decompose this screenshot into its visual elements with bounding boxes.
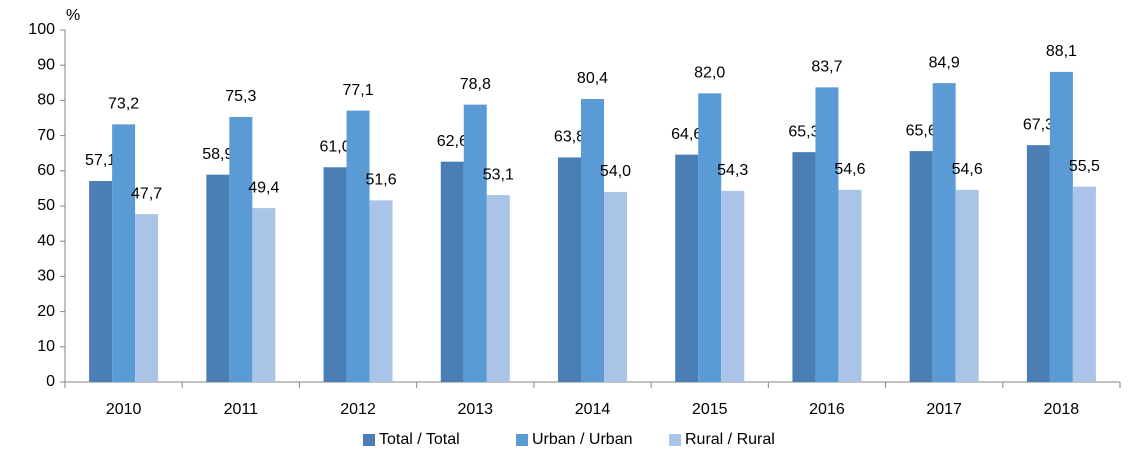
value-label: 49,4 bbox=[248, 179, 279, 196]
value-label: 53,1 bbox=[483, 166, 514, 183]
y-tick-label: 20 bbox=[37, 303, 55, 320]
value-label: 78,8 bbox=[460, 76, 491, 93]
y-axis-unit: % bbox=[66, 7, 80, 24]
value-label: 64,6 bbox=[671, 126, 702, 143]
bar bbox=[206, 174, 230, 382]
legend-swatch bbox=[363, 434, 375, 446]
y-tick-label: 0 bbox=[46, 373, 55, 390]
x-tick-label: 2015 bbox=[692, 401, 728, 418]
value-label: 77,1 bbox=[342, 82, 373, 99]
value-label: 57,1 bbox=[85, 152, 116, 169]
y-tick-label: 10 bbox=[37, 338, 55, 355]
x-tick-label: 2012 bbox=[340, 401, 376, 418]
bar bbox=[463, 104, 487, 383]
value-label: 73,2 bbox=[108, 96, 139, 113]
bar bbox=[1072, 186, 1096, 382]
y-tick-label: 40 bbox=[37, 232, 55, 249]
y-tick-label: 90 bbox=[37, 56, 55, 73]
value-label: 54,0 bbox=[600, 163, 631, 180]
y-tick-label: 100 bbox=[28, 21, 55, 38]
bar bbox=[486, 195, 510, 382]
bar bbox=[675, 154, 699, 382]
bar bbox=[1049, 71, 1073, 382]
bar bbox=[604, 191, 627, 382]
bar bbox=[229, 116, 253, 382]
value-label: 51,6 bbox=[365, 172, 396, 189]
value-label: 88,1 bbox=[1046, 43, 1077, 60]
bar bbox=[792, 152, 816, 382]
bar bbox=[932, 83, 956, 382]
bar bbox=[815, 87, 839, 382]
value-label: 75,3 bbox=[225, 88, 256, 105]
x-tick-label: 2010 bbox=[106, 401, 142, 418]
y-tick-label: 70 bbox=[37, 127, 55, 144]
value-label: 80,4 bbox=[577, 70, 608, 87]
value-label: 61,0 bbox=[319, 138, 350, 155]
value-label: 65,6 bbox=[906, 122, 937, 139]
value-label: 55,5 bbox=[1069, 158, 1100, 175]
y-tick-label: 30 bbox=[37, 268, 55, 285]
bar bbox=[252, 208, 276, 382]
legend-swatch bbox=[516, 434, 528, 446]
x-tick-label: 2013 bbox=[457, 401, 493, 418]
bar bbox=[112, 124, 136, 382]
bar bbox=[955, 189, 979, 382]
value-label: 83,7 bbox=[811, 59, 842, 76]
bar bbox=[440, 161, 464, 382]
x-tick-label: 2011 bbox=[224, 401, 259, 418]
bar bbox=[909, 151, 933, 382]
legend-label: Total / Total bbox=[379, 431, 460, 448]
value-label: 63,8 bbox=[554, 129, 585, 146]
x-tick-label: 2017 bbox=[926, 401, 962, 418]
value-label: 47,7 bbox=[131, 185, 162, 202]
legend-label: Rural / Rural bbox=[685, 431, 775, 448]
value-label: 62,6 bbox=[437, 133, 468, 150]
legend-swatch bbox=[669, 434, 681, 446]
x-tick-label: 2016 bbox=[809, 401, 845, 418]
bar bbox=[581, 98, 604, 382]
value-label: 65,3 bbox=[788, 123, 819, 140]
bar bbox=[369, 200, 393, 382]
bar bbox=[323, 167, 347, 382]
value-label: 84,9 bbox=[929, 54, 960, 71]
bar bbox=[346, 110, 370, 382]
bar bbox=[698, 93, 722, 383]
y-tick-label: 80 bbox=[37, 92, 55, 109]
bar bbox=[89, 181, 113, 382]
x-tick-label: 2018 bbox=[1044, 401, 1080, 418]
y-tick-label: 60 bbox=[37, 162, 55, 179]
value-label: 58,9 bbox=[202, 146, 233, 163]
y-tick-label: 50 bbox=[37, 197, 55, 214]
value-label: 54,3 bbox=[717, 162, 748, 179]
bar bbox=[721, 190, 745, 382]
value-label: 82,0 bbox=[694, 65, 725, 82]
value-label: 54,6 bbox=[952, 161, 983, 178]
x-tick-label: 2014 bbox=[575, 401, 611, 418]
bar bbox=[838, 189, 862, 382]
value-label: 67,3 bbox=[1023, 116, 1054, 133]
bar bbox=[1026, 145, 1050, 382]
legend-label: Urban / Urban bbox=[532, 431, 633, 448]
bar bbox=[558, 157, 581, 382]
bar bbox=[135, 214, 159, 382]
value-label: 54,6 bbox=[834, 161, 865, 178]
